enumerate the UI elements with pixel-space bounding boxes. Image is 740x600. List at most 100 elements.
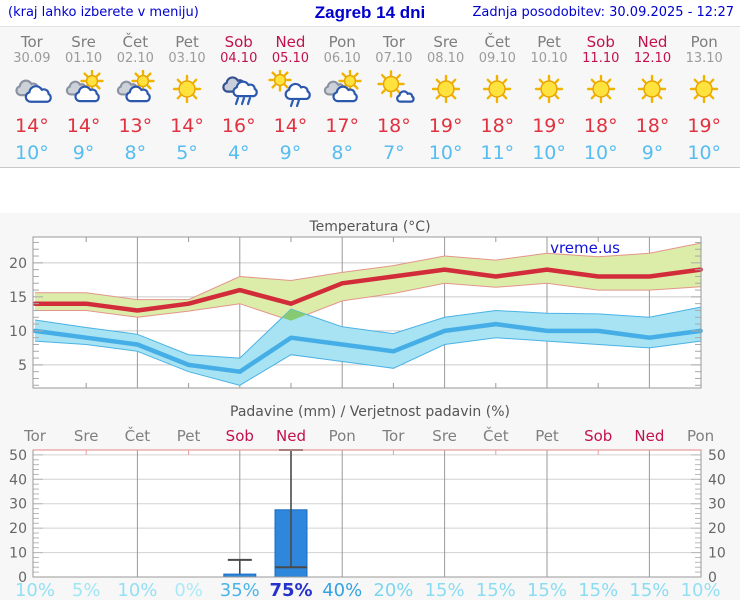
max-temperature: 18° [377,115,411,137]
day-column: Čet 09.10 18° 11° [471,27,523,167]
temp-y-tick-label: 10 [9,324,27,340]
precip-day-label: Ned [634,427,664,445]
precip-probability: 15% [425,580,465,600]
precip-probability: 20% [373,580,413,600]
precip-day-label: Čet [125,426,151,445]
day-name: Tor [20,33,43,51]
rain-icon [222,76,258,106]
day-name: Čet [484,33,511,51]
min-temperature: 7° [383,142,405,164]
precip-day-label: Čet [483,426,509,445]
tmax-line [32,267,703,313]
precip-y-tick-label: 40 [9,472,27,488]
sunny-icon [586,74,615,104]
temp-y-tick-label: 5 [18,358,27,374]
range-overlap [282,309,307,321]
precip-y-tick-label: 30 [708,497,726,513]
max-temperature: 16° [221,115,256,137]
precipitation-chart-title: Padavine (mm) / Verjetnost padavin (%) [230,404,510,420]
day-column: Tor 30.09 14° 10° [6,27,58,167]
max-temperature: 14° [273,115,308,137]
day-name: Ned [637,33,668,51]
watermark-link[interactable]: vreme.us [550,239,620,257]
precip-y-tick-label: 50 [9,448,27,464]
charts-panel: Temperatura (°C) 5 10 15 20 vreme.us Padavin… [0,213,740,600]
day-column: Sre 01.10 14° 9° [58,27,110,167]
min-temperature: 4° [227,142,250,164]
min-temperature: 8° [124,142,147,164]
precip-y-tick-label: 0 [708,570,717,586]
max-temperature: 18° [480,115,515,137]
day-date: 06.10 [323,51,361,66]
min-temperature: 9° [641,142,664,164]
page-title: Zagreb 14 dni [314,3,426,22]
day-date: 04.10 [220,51,258,66]
precip-probability: 35% [220,580,260,600]
day-date: 08.10 [427,51,465,66]
day-column: Pon 13.10 19° 10° [678,27,730,167]
day-date: 30.09 [13,51,51,66]
sunny-icon [534,74,564,104]
day-date: 10.10 [530,51,568,66]
precip-y-tick-label: 0 [18,570,27,586]
min-temperature: 10° [583,142,618,164]
precip-probability: 10% [681,580,721,600]
temp-y-tick-label: 20 [9,256,27,272]
precip-probability: 10% [15,580,55,600]
max-temperature: 18° [583,115,618,137]
day-column: Ned 05.10 14° 9° [265,27,317,167]
max-temperature: 13° [118,115,153,137]
sunny-icon [172,74,202,104]
precip-probability: 40% [322,580,362,600]
sunny-icon [690,74,719,104]
precip-probability: 5% [72,580,101,600]
sun-shower-icon [268,68,312,108]
day-name: Pon [328,33,356,51]
day-date: 12.10 [633,51,672,66]
day-name: Ned [275,33,306,51]
precip-day-label: Pon [687,427,714,445]
partly-cloudy-icon [65,69,104,103]
sunny-icon [483,74,512,104]
precip-day-label: Sob [226,427,254,445]
min-temperature: 10° [532,142,566,164]
precip-day-label: Tor [381,427,405,445]
precip-day-label: Ned [276,427,306,445]
temp-y-tick-label: 15 [9,290,27,306]
cloudy-icon [15,79,52,103]
day-name: Tor [382,33,405,51]
day-column: Pet 03.10 14° 5° [161,27,213,167]
precip-day-label: Pet [177,427,201,445]
precip-day-label: Sob [584,427,612,445]
precip-y-tick-label: 20 [708,521,726,537]
min-temperature: 8° [331,142,353,164]
max-temperature: 18° [635,115,670,137]
day-name: Pon [690,33,718,51]
day-name: Sre [433,33,458,51]
day-column: Sob 11.10 18° 10° [575,27,627,167]
temperature-chart: 5 10 15 20 vreme.us [9,236,703,389]
day-date: 11.10 [582,51,620,66]
precip-probability: 75% [269,580,312,600]
day-column: Ned 12.10 18° 9° [627,27,679,167]
precip-y-tick-label: 20 [9,521,27,537]
last-update: Zadnja posodobitev: 30.09.2025 - 12:27 [472,5,734,20]
day-name: Pet [175,33,199,51]
sunny-icon [638,74,667,104]
day-column: Pon 06.10 17° 8° [316,27,368,167]
day-column: Tor 07.10 18° 7° [368,27,420,167]
precip-day-label: Pon [329,427,356,445]
partly-cloudy-icon [117,69,155,103]
day-date: 03.10 [168,51,206,66]
day-column: Čet 02.10 13° 8° [109,27,161,167]
max-temperature: 19° [532,115,566,137]
day-name: Pet [537,33,561,51]
precip-y-tick-label: 50 [708,448,726,464]
precip-day-label: Sre [74,427,99,445]
day-name: Sob [586,33,615,51]
day-column: Sob 04.10 16° 4° [213,27,265,167]
precip-probability: 15% [578,580,618,600]
max-temperature: 19° [687,115,722,137]
precip-y-tick-label: 10 [708,546,726,562]
min-temperature: 10° [687,142,722,164]
